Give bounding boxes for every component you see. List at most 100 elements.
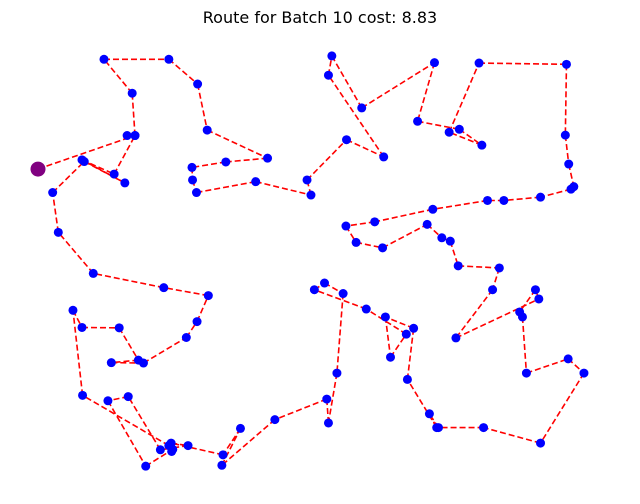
route-segment [163,286,209,297]
customer-node [378,243,388,253]
route-segment [432,199,488,211]
route-segment [345,221,375,227]
route-segment [57,231,94,274]
customer-node [164,441,174,451]
customer-node [342,135,352,145]
route-segment [255,180,312,196]
customer-node [499,195,509,205]
customer-node [380,312,390,322]
customer-node [494,263,504,273]
customer-node [322,394,332,404]
customer-node [109,169,119,179]
customer-node [218,450,228,460]
route-segment [361,61,435,109]
route-segment [406,378,438,429]
customer-node [386,352,395,362]
route-segment [448,131,483,146]
route-segment [52,160,85,194]
route-segment [384,316,392,358]
customer-node [453,261,463,271]
route-segment [416,62,436,122]
route-segment [103,58,133,94]
customer-node [159,283,169,293]
route-segment [168,58,199,85]
customer-node [251,177,261,187]
route-segment [274,398,328,421]
route-segment [382,223,428,249]
route-segment [374,208,433,223]
route-segment [479,62,567,66]
customer-node [370,217,380,227]
depot-marker [30,161,46,177]
route-segment [206,129,268,159]
customer-node [401,329,411,339]
customer-node [106,358,116,368]
route-segment [521,316,528,374]
customer-node [122,131,132,141]
customer-node [536,192,546,202]
route-segment [196,295,210,322]
route-segment [458,128,483,146]
route-segment [196,180,256,194]
route-segment [389,333,407,358]
customer-node [53,227,63,237]
route-segment [564,135,570,165]
customer-node [309,285,319,295]
route-segment [540,188,572,198]
customer-node [357,103,367,113]
customer-node [306,190,316,200]
customer-node [99,54,109,64]
customer-node [560,130,570,140]
customer-node [193,79,203,89]
route-segment [51,192,60,233]
route-segment [131,93,136,136]
route-segment [127,396,162,451]
customer-node [517,312,527,322]
customer-node [361,304,371,314]
customer-node [323,70,333,80]
customer-node [203,291,213,301]
route-segment [385,316,414,330]
customer-node [68,305,78,315]
customer-node [561,59,571,69]
route-segment [336,293,344,374]
route-segment [331,55,363,109]
route-segment [107,400,147,467]
customer-node [338,289,348,299]
route-segment [306,139,348,181]
route-segment [539,372,585,444]
customer-node [141,461,151,471]
customer-node [332,368,342,378]
customer-node [379,152,389,162]
customer-node [114,323,124,333]
customer-node [235,423,245,433]
customer-node [402,374,412,384]
route-segment [503,196,541,202]
route-segment [118,327,140,361]
customer-node [181,333,191,343]
route-segment [519,289,537,313]
customer-node [164,54,174,64]
customer-node [432,423,442,433]
route-segment [455,289,494,339]
customer-node [530,285,540,295]
route-segment [196,83,208,131]
customer-node [123,392,133,402]
route-segment [526,358,569,374]
customer-node [424,409,434,419]
route-segment [221,419,276,466]
customer-node [429,58,439,68]
route-segment [327,74,385,158]
customer-node [521,368,531,378]
route-segment [170,442,224,456]
customer-node [413,116,423,126]
customer-node [351,237,361,247]
customer-node [536,438,546,448]
customer-node [88,268,98,278]
customer-node [103,396,113,406]
customer-node [263,153,273,163]
route-segment [143,336,187,364]
customer-node [77,322,87,332]
customer-node [409,323,419,333]
